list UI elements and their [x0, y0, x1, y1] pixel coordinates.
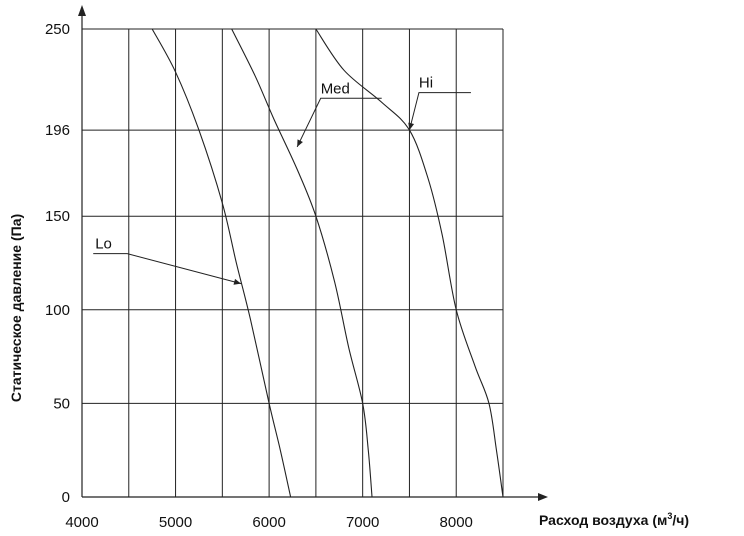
y-tick-label-150: 150: [45, 208, 70, 225]
curve-label-lo: Lo: [95, 236, 112, 253]
leader-arrow-hi: [408, 122, 415, 131]
curve-label-med: Med: [321, 80, 350, 97]
x-axis-title-main: Расход воздуха (м: [539, 512, 667, 528]
x-tick-label-4000: 4000: [65, 514, 98, 531]
x-axis-arrow: [538, 493, 548, 501]
x-tick-label-6000: 6000: [252, 514, 285, 531]
annotation-labels: Lo Med Hi: [95, 75, 433, 253]
y-axis-title: Статическое давление (Па): [8, 214, 24, 402]
y-tick-label-250: 250: [45, 21, 70, 38]
axes: [78, 5, 548, 501]
x-tick-label-8000: 8000: [440, 514, 473, 531]
y-tick-label-100: 100: [45, 302, 70, 319]
x-axis-title-suffix: /ч): [672, 512, 689, 528]
grid: [82, 28, 504, 497]
series-line-lo: [151, 28, 292, 498]
tick-labels: 4000 5000 6000 7000 8000 0 50 100 150 196 250: [45, 21, 473, 531]
x-axis-title: Расход воздуха (м3/ч): [539, 511, 689, 528]
x-tick-label-7000: 7000: [346, 514, 379, 531]
x-axis-title-sup: 3: [667, 511, 672, 521]
series-line-hi: [315, 28, 504, 498]
leader-line-hi: [408, 92, 471, 131]
leader-line-med: [296, 97, 382, 148]
y-tick-label-50: 50: [53, 395, 70, 412]
y-tick-label-0: 0: [62, 489, 70, 506]
leader-line-lo: [93, 253, 242, 285]
leader-arrow-med: [297, 139, 303, 147]
y-tick-label-196: 196: [45, 122, 70, 139]
curves: [151, 28, 504, 498]
curve-label-hi: Hi: [419, 75, 433, 92]
leader-arrow-lo: [233, 278, 242, 285]
x-tick-label-5000: 5000: [159, 514, 192, 531]
y-axis-arrow: [78, 5, 86, 16]
annotation-leaders: [93, 92, 471, 285]
series-line-med: [231, 28, 373, 498]
